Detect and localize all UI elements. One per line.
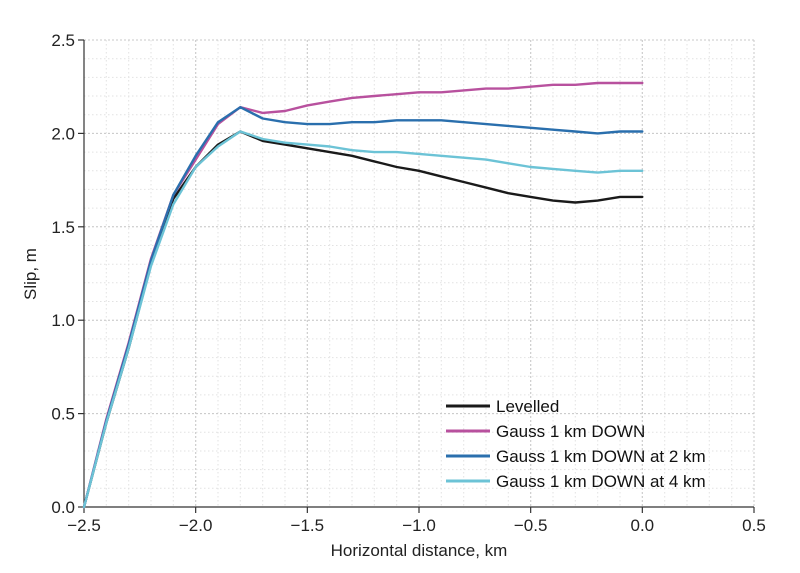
y-tick-label: 1.5 (51, 218, 75, 237)
y-tick-labels: 0.0 0.5 1.0 1.5 2.0 2.5 (51, 31, 75, 517)
y-tick-label: 1.0 (51, 311, 75, 330)
y-tick-label: 0.5 (51, 405, 75, 424)
series-line (82, 130, 644, 509)
x-tick-label: −1.5 (291, 516, 325, 535)
major-grid (83, 39, 755, 508)
y-tick-label: 2.5 (51, 31, 75, 50)
legend-label: Gauss 1 km DOWN at 4 km (496, 472, 706, 491)
x-tick-label: −1.0 (402, 516, 436, 535)
x-tick-label: −0.5 (514, 516, 548, 535)
x-tick-label: −2.5 (67, 516, 101, 535)
x-tick-label: 0.5 (742, 516, 766, 535)
y-tick-label: 2.0 (51, 124, 75, 143)
axes (78, 39, 755, 513)
legend: Levelled Gauss 1 km DOWN Gauss 1 km DOWN a… (446, 397, 706, 491)
x-tick-labels: −2.5 −2.0 −1.5 −1.0 −0.5 0.0 0.5 (67, 516, 766, 535)
legend-label: Gauss 1 km DOWN at 2 km (496, 447, 706, 466)
series-lines (82, 81, 644, 509)
y-axis-label: Slip, m (21, 248, 40, 300)
x-tick-label: 0.0 (631, 516, 655, 535)
x-axis-label: Horizontal distance, km (331, 541, 508, 560)
legend-label: Gauss 1 km DOWN (496, 422, 645, 441)
x-tick-label: −2.0 (179, 516, 213, 535)
y-tick-label: 0.0 (51, 498, 75, 517)
series-line (82, 105, 644, 509)
legend-label: Levelled (496, 397, 559, 416)
series-line (82, 130, 644, 509)
series-line (82, 81, 644, 509)
